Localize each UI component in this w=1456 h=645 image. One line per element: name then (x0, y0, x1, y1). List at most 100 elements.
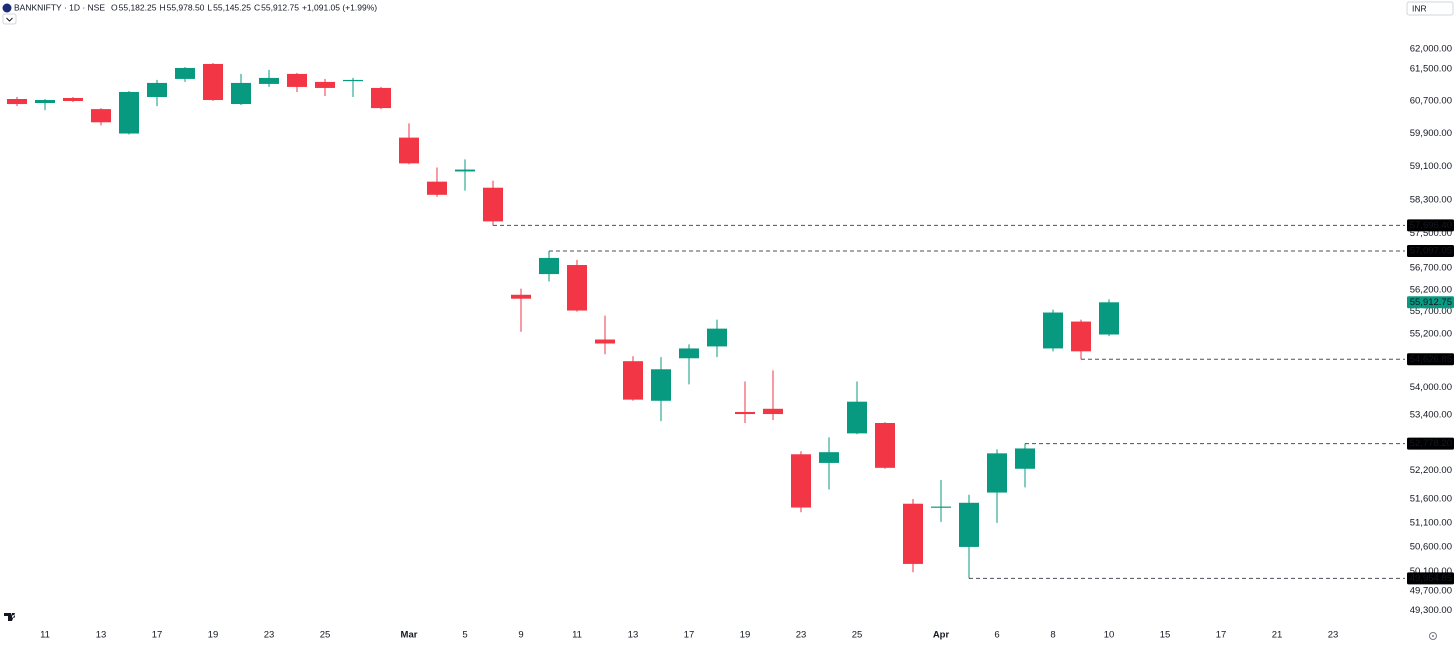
y-tick-label: 55,200.00 (1410, 328, 1452, 339)
candle-body (651, 369, 671, 401)
candle-body (847, 401, 867, 434)
settings-icon[interactable] (1429, 632, 1437, 640)
candle-body (875, 423, 895, 468)
last-price-label: 55,912.75 (1410, 297, 1452, 308)
y-tick-label: 49,300.00 (1410, 605, 1452, 616)
y-tick-label: 59,900.00 (1410, 128, 1452, 139)
candle-body (567, 265, 587, 311)
x-tick-label: 17 (152, 630, 163, 641)
level-label: 57,097.05 (1410, 245, 1452, 256)
y-tick-label: 49,700.00 (1410, 585, 1452, 596)
y-tick-label: 57,500.00 (1410, 228, 1452, 239)
candle-body (371, 87, 391, 109)
candle-body (623, 361, 643, 400)
x-tick-label: 25 (852, 630, 863, 641)
candle-body (343, 79, 363, 82)
x-tick-label: 25 (320, 630, 331, 641)
x-tick-label: 23 (796, 630, 807, 641)
legend-value: 55,145.25 (213, 2, 251, 12)
y-tick-label: 59,100.00 (1410, 161, 1452, 172)
legend-change: +1,091.05 (+1.99%) (302, 2, 377, 12)
level-label: 52,778.20 (1410, 438, 1452, 449)
candle-body (987, 453, 1007, 493)
level-label: 54,626.85 (1410, 354, 1452, 365)
x-tick-label: 6 (994, 630, 999, 641)
candle-body (315, 81, 335, 88)
candle-body (203, 63, 223, 101)
candle-body (35, 100, 55, 104)
candle-body (287, 73, 307, 87)
x-tick-label: 13 (96, 630, 107, 641)
x-tick-label: 21 (1272, 630, 1283, 641)
candle-body (399, 137, 419, 164)
candle-body (119, 91, 139, 134)
y-tick-label: 50,600.00 (1410, 541, 1452, 552)
candle-body (1071, 321, 1091, 352)
y-tick-label: 51,600.00 (1410, 493, 1452, 504)
currency-label: INR (1412, 3, 1427, 13)
y-tick-label: 50,100.00 (1410, 566, 1452, 577)
candle-body (483, 187, 503, 222)
x-tick-label: 17 (684, 630, 695, 641)
x-tick-label: 8 (1050, 630, 1055, 641)
legend-toggle[interactable] (2, 13, 17, 25)
legend-value: 55,182.25 (119, 2, 157, 12)
x-tick-label: 19 (208, 630, 219, 641)
candle-body (959, 502, 979, 547)
x-tick-label: 13 (628, 630, 639, 641)
level-label-box (1407, 437, 1454, 450)
candle-body (1099, 302, 1119, 335)
legend-key: L (207, 2, 212, 12)
candle-body (511, 294, 531, 299)
x-tick-label: 11 (572, 630, 582, 641)
level-label-box (1407, 219, 1454, 232)
candle-body (735, 411, 755, 415)
y-tick-label: 56,700.00 (1410, 263, 1452, 274)
y-tick-label: 54,000.00 (1410, 382, 1452, 393)
y-tick-label: 60,700.00 (1410, 96, 1452, 107)
candle-body (427, 181, 447, 195)
legend-value: 55,912.75 (261, 2, 299, 12)
symbol-logo (2, 3, 12, 13)
y-tick-label: 52,200.00 (1410, 465, 1452, 476)
y-tick-label: 58,300.00 (1410, 194, 1452, 205)
candle-body (175, 67, 195, 79)
y-tick-label: 55,700.00 (1410, 306, 1452, 317)
x-tick-label: 23 (264, 630, 275, 641)
candle-body (455, 169, 475, 172)
candle-body (819, 452, 839, 463)
x-tick-label: Apr (933, 630, 950, 641)
chevron-icon (6, 17, 13, 22)
y-tick-label: 61,500.00 (1410, 63, 1452, 74)
x-tick-label: 15 (1160, 630, 1171, 641)
y-tick-label: 62,000.00 (1410, 44, 1452, 55)
y-tick-label: 56,200.00 (1410, 284, 1452, 295)
legend-value: 55,978.50 (167, 2, 205, 12)
plot-area: 62,000.00 61,500.00 60,700.00 59,900.00 59,1… (7, 44, 1454, 641)
candle-body (1015, 448, 1035, 469)
candle-body (903, 503, 923, 564)
candle-body (91, 109, 111, 123)
level-label-box (1407, 244, 1454, 257)
last-price-box (1407, 296, 1454, 309)
x-tick-label: 10 (1104, 630, 1115, 641)
level-label-box (1407, 572, 1454, 585)
candle-body (931, 506, 951, 508)
symbol-title[interactable]: BANKNIFTY · 1D · NSE (14, 2, 105, 12)
x-tick-label: 19 (740, 630, 751, 641)
currency-button[interactable] (1406, 1, 1454, 16)
legend-key: H (159, 2, 165, 12)
candle-body (707, 328, 727, 347)
candle-body (63, 97, 83, 102)
x-tick-label: 23 (1328, 630, 1339, 641)
x-tick-label: 11 (40, 630, 50, 641)
candle-body (539, 257, 559, 275)
candle-body (679, 348, 699, 359)
legend-key: O (111, 2, 118, 12)
tradingview-logo[interactable] (4, 613, 16, 621)
x-tick-label: Mar (401, 630, 418, 641)
candle-body (147, 82, 167, 97)
level-label-box (1407, 353, 1454, 366)
